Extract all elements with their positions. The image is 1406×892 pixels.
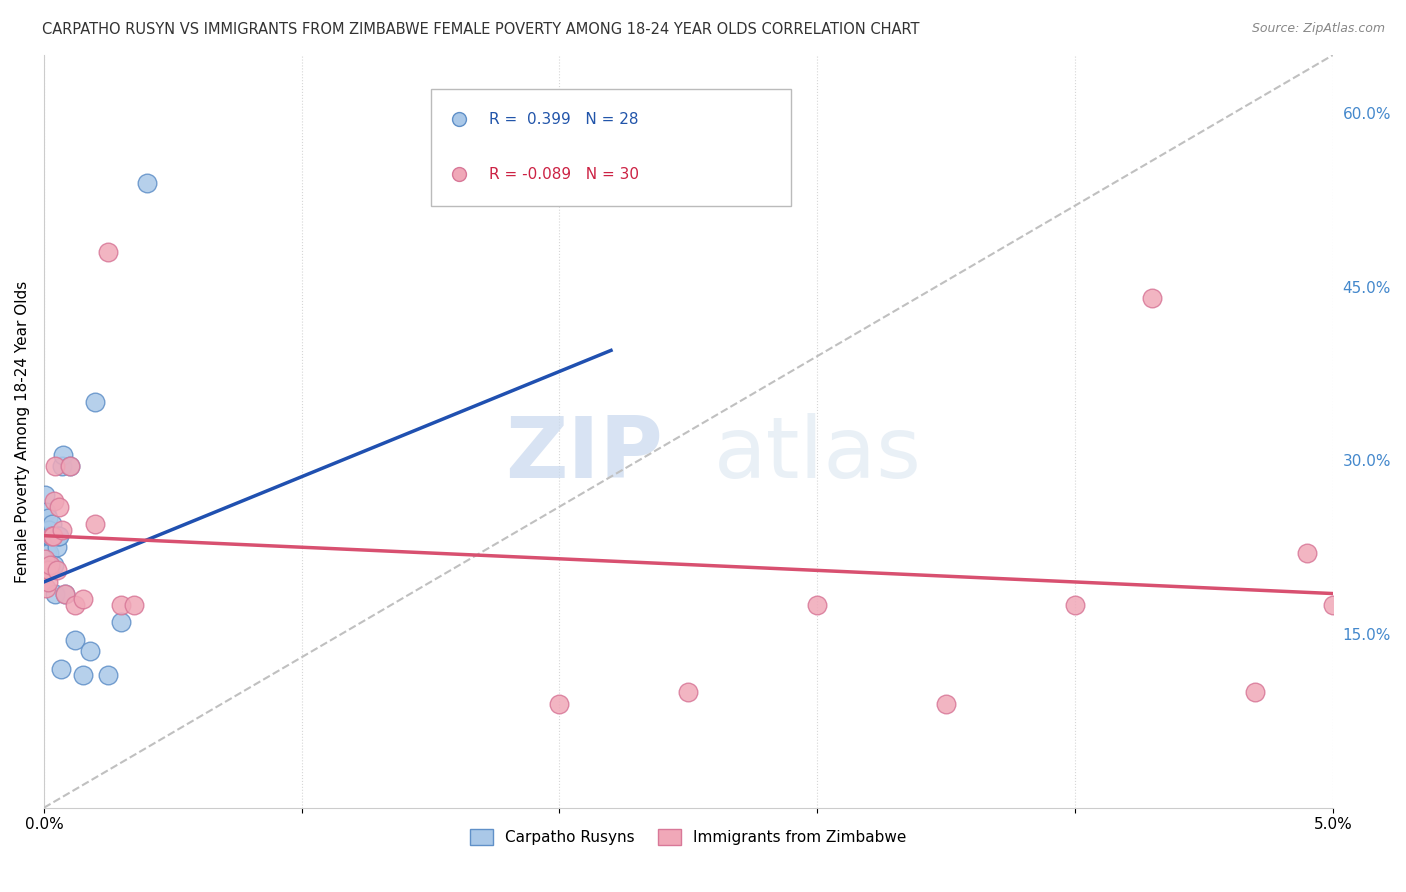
- Point: [37, 574, 59, 589]
- Point: [1064, 598, 1087, 612]
- Point: [38, 546, 60, 560]
- Point: [935, 697, 957, 711]
- Point: [35, 581, 58, 595]
- Point: [59, 459, 82, 474]
- Point: [63, 632, 86, 647]
- Point: [72, 667, 94, 681]
- Point: [1296, 546, 1319, 560]
- Point: [48, 529, 70, 543]
- Point: [53, 586, 76, 600]
- Point: [110, 615, 132, 630]
- Text: R = -0.089   N = 30: R = -0.089 N = 30: [488, 167, 638, 182]
- Text: Source: ZipAtlas.com: Source: ZipAtlas.com: [1251, 22, 1385, 36]
- Text: R =  0.399   N = 28: R = 0.399 N = 28: [488, 112, 638, 127]
- Point: [38, 529, 60, 543]
- Point: [35, 563, 58, 577]
- Point: [45, 540, 67, 554]
- Point: [42, 529, 65, 543]
- Point: [136, 176, 159, 190]
- Text: CARPATHO RUSYN VS IMMIGRANTS FROM ZIMBABWE FEMALE POVERTY AMONG 18-24 YEAR OLDS : CARPATHO RUSYN VS IMMIGRANTS FROM ZIMBAB…: [42, 22, 920, 37]
- Text: ZIP: ZIP: [505, 412, 662, 496]
- Point: [41, 529, 63, 543]
- Point: [51, 523, 73, 537]
- Point: [59, 459, 82, 474]
- Point: [45, 563, 67, 577]
- Point: [63, 598, 86, 612]
- Point: [34, 551, 56, 566]
- Point: [38, 563, 60, 577]
- Point: [42, 529, 65, 543]
- Point: [548, 697, 571, 711]
- Point: [84, 517, 107, 532]
- Y-axis label: Female Poverty Among 18-24 Year Olds: Female Poverty Among 18-24 Year Olds: [15, 280, 30, 582]
- Point: [44, 586, 66, 600]
- Point: [44, 459, 66, 474]
- Point: [97, 667, 120, 681]
- Point: [53, 586, 76, 600]
- Point: [39, 563, 62, 577]
- Point: [79, 644, 101, 658]
- Point: [35, 529, 58, 543]
- Point: [34, 488, 56, 502]
- Point: [678, 685, 700, 699]
- Point: [48, 500, 70, 514]
- FancyBboxPatch shape: [430, 89, 792, 206]
- Point: [41, 517, 63, 532]
- Point: [35, 506, 58, 520]
- Text: atlas: atlas: [714, 412, 922, 496]
- Point: [37, 511, 59, 525]
- Point: [44, 558, 66, 572]
- Point: [46, 529, 69, 543]
- Point: [806, 598, 828, 612]
- Point: [52, 448, 75, 462]
- Point: [1244, 685, 1267, 699]
- Point: [44, 494, 66, 508]
- Point: [38, 523, 60, 537]
- Legend: Carpatho Rusyns, Immigrants from Zimbabwe: Carpatho Rusyns, Immigrants from Zimbabw…: [470, 830, 907, 846]
- Point: [51, 459, 73, 474]
- Point: [97, 244, 120, 259]
- Point: [39, 558, 62, 572]
- Point: [72, 592, 94, 607]
- Point: [110, 598, 132, 612]
- Point: [49, 662, 72, 676]
- Point: [122, 598, 145, 612]
- Point: [84, 395, 107, 409]
- Point: [1322, 598, 1344, 612]
- Point: [1142, 291, 1164, 305]
- Point: [35, 546, 58, 560]
